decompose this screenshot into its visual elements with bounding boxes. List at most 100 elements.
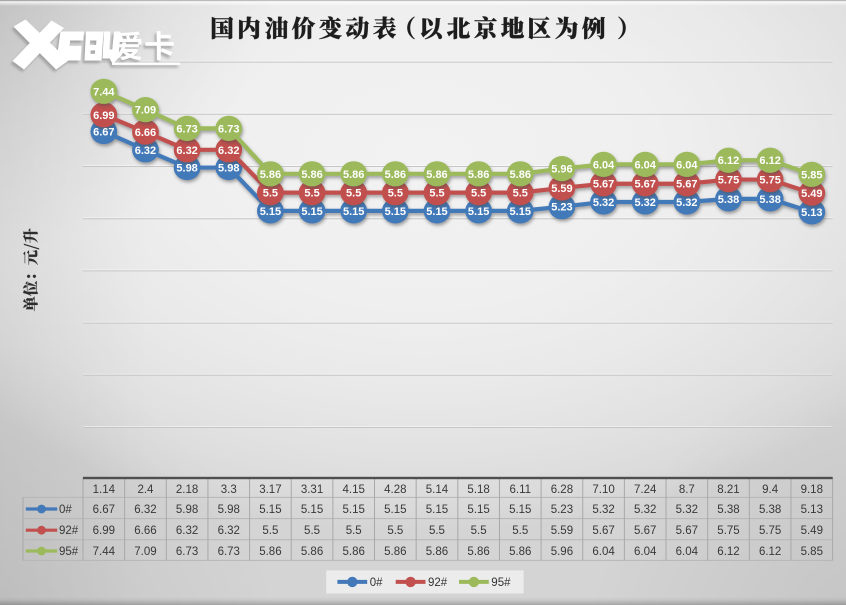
svg-text:5.67: 5.67 xyxy=(593,179,614,191)
svg-text:5.15: 5.15 xyxy=(301,206,322,218)
svg-text:5.96: 5.96 xyxy=(551,546,573,558)
svg-text:5.75: 5.75 xyxy=(759,175,780,187)
svg-text:6.12: 6.12 xyxy=(759,155,780,167)
svg-text:5.5: 5.5 xyxy=(387,525,403,537)
svg-text:5.5: 5.5 xyxy=(304,525,320,537)
svg-text:5.23: 5.23 xyxy=(551,504,573,516)
svg-text:6.32: 6.32 xyxy=(218,525,240,537)
svg-text:5.5: 5.5 xyxy=(429,188,444,200)
svg-text:6.66: 6.66 xyxy=(134,525,156,537)
svg-text:5.5: 5.5 xyxy=(346,525,362,537)
svg-text:5.15: 5.15 xyxy=(342,504,364,516)
svg-text:5.5: 5.5 xyxy=(429,525,445,537)
svg-text:6.99: 6.99 xyxy=(93,110,114,122)
svg-text:5.18: 5.18 xyxy=(467,484,489,496)
svg-text:3.17: 3.17 xyxy=(259,484,281,496)
svg-text:7.09: 7.09 xyxy=(134,546,156,558)
svg-text:5.5: 5.5 xyxy=(346,188,361,200)
svg-text:8.21: 8.21 xyxy=(717,484,739,496)
svg-text:5.15: 5.15 xyxy=(260,206,281,218)
svg-text:5.86: 5.86 xyxy=(468,169,489,181)
svg-text:5.98: 5.98 xyxy=(218,504,240,516)
svg-text:6.32: 6.32 xyxy=(176,145,197,157)
svg-text:3.3: 3.3 xyxy=(221,484,237,496)
svg-text:5.75: 5.75 xyxy=(717,525,739,537)
svg-text:5.38: 5.38 xyxy=(759,504,781,516)
svg-text:5.23: 5.23 xyxy=(551,202,572,214)
svg-text:5.14: 5.14 xyxy=(426,484,449,496)
svg-text:5.15: 5.15 xyxy=(343,206,364,218)
svg-text:5.38: 5.38 xyxy=(759,194,780,206)
svg-text:5.15: 5.15 xyxy=(468,206,489,218)
svg-text:5.32: 5.32 xyxy=(634,504,656,516)
svg-text:5.15: 5.15 xyxy=(384,504,406,516)
svg-text:6.32: 6.32 xyxy=(135,145,156,157)
svg-text:2.18: 2.18 xyxy=(176,484,198,496)
svg-text:5.59: 5.59 xyxy=(551,525,573,537)
svg-text:5.67: 5.67 xyxy=(634,525,656,537)
svg-text:5.32: 5.32 xyxy=(676,504,698,516)
svg-text:6.67: 6.67 xyxy=(93,127,114,139)
svg-text:5.32: 5.32 xyxy=(592,504,614,516)
svg-text:6.32: 6.32 xyxy=(218,145,239,157)
svg-text:5.5: 5.5 xyxy=(471,525,487,537)
svg-text:5.86: 5.86 xyxy=(509,546,531,558)
svg-text:2.4: 2.4 xyxy=(137,484,154,496)
svg-text:5.86: 5.86 xyxy=(510,169,531,181)
svg-text:5.15: 5.15 xyxy=(385,206,406,218)
svg-text:6.04: 6.04 xyxy=(634,546,657,558)
svg-text:8.7: 8.7 xyxy=(679,484,695,496)
svg-text:5.49: 5.49 xyxy=(801,525,823,537)
svg-text:6.99: 6.99 xyxy=(93,525,115,537)
svg-text:5.59: 5.59 xyxy=(551,183,572,195)
svg-text:5.85: 5.85 xyxy=(801,546,823,558)
svg-text:5.85: 5.85 xyxy=(801,169,822,181)
svg-text:6.04: 6.04 xyxy=(676,159,698,171)
svg-text:5.5: 5.5 xyxy=(512,525,528,537)
svg-text:5.86: 5.86 xyxy=(259,546,281,558)
svg-text:4.15: 4.15 xyxy=(342,484,364,496)
svg-text:6.73: 6.73 xyxy=(218,546,240,558)
svg-text:5.15: 5.15 xyxy=(509,504,531,516)
svg-text:6.73: 6.73 xyxy=(176,123,197,135)
svg-text:1.14: 1.14 xyxy=(93,484,116,496)
svg-text:5.15: 5.15 xyxy=(301,504,323,516)
svg-text:9.18: 9.18 xyxy=(801,484,823,496)
svg-text:5.96: 5.96 xyxy=(551,164,572,176)
svg-text:5.15: 5.15 xyxy=(510,206,531,218)
svg-text:7.24: 7.24 xyxy=(634,484,657,496)
svg-text:6.66: 6.66 xyxy=(135,127,156,139)
svg-text:7.44: 7.44 xyxy=(93,546,116,558)
svg-text:6.04: 6.04 xyxy=(634,159,656,171)
svg-text:5.86: 5.86 xyxy=(343,169,364,181)
svg-text:5.5: 5.5 xyxy=(262,525,278,537)
svg-text:6.28: 6.28 xyxy=(551,484,573,496)
svg-text:5.98: 5.98 xyxy=(218,163,239,175)
svg-text:5.32: 5.32 xyxy=(593,197,614,209)
svg-text:5.98: 5.98 xyxy=(176,504,198,516)
svg-text:5.5: 5.5 xyxy=(513,188,528,200)
svg-text:5.75: 5.75 xyxy=(759,525,781,537)
svg-text:5.15: 5.15 xyxy=(467,504,489,516)
svg-text:6.04: 6.04 xyxy=(593,159,615,171)
svg-text:5.86: 5.86 xyxy=(426,546,448,558)
svg-text:5.86: 5.86 xyxy=(342,546,364,558)
svg-text:7.44: 7.44 xyxy=(93,86,115,98)
svg-text:5.5: 5.5 xyxy=(304,188,319,200)
svg-text:5.86: 5.86 xyxy=(426,169,447,181)
svg-text:5.15: 5.15 xyxy=(426,504,448,516)
svg-text:3.31: 3.31 xyxy=(301,484,323,496)
svg-text:5.86: 5.86 xyxy=(301,546,323,558)
svg-text:9.4: 9.4 xyxy=(762,484,779,496)
svg-text:5.32: 5.32 xyxy=(634,197,655,209)
svg-text:6.67: 6.67 xyxy=(93,504,115,516)
svg-text:0#: 0# xyxy=(59,504,72,516)
svg-text:95#: 95# xyxy=(59,546,79,558)
svg-text:5.86: 5.86 xyxy=(384,546,406,558)
svg-text:7.09: 7.09 xyxy=(135,105,156,117)
svg-text:5.15: 5.15 xyxy=(259,504,281,516)
svg-text:6.32: 6.32 xyxy=(134,504,156,516)
svg-text:5.86: 5.86 xyxy=(467,546,489,558)
svg-text:6.32: 6.32 xyxy=(176,525,198,537)
svg-text:5.32: 5.32 xyxy=(676,197,697,209)
